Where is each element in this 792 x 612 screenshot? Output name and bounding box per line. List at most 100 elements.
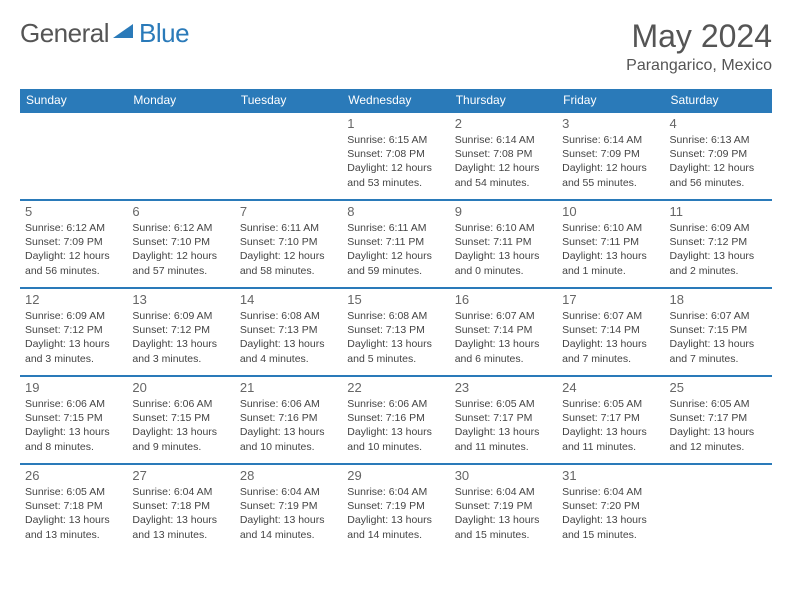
calendar-cell: 11 Sunrise: 6:09 AMSunset: 7:12 PMDayligh… (665, 200, 772, 288)
day-info: Sunrise: 6:09 AMSunset: 7:12 PMDaylight:… (25, 309, 122, 366)
sunrise-text: Sunrise: 6:11 AM (240, 221, 337, 235)
daylight-text: Daylight: 13 hours and 0 minutes. (455, 249, 552, 277)
calendar-cell (20, 112, 127, 200)
day-info: Sunrise: 6:04 AMSunset: 7:19 PMDaylight:… (347, 485, 444, 542)
day-number: 23 (455, 380, 552, 395)
sunset-text: Sunset: 7:15 PM (25, 411, 122, 425)
sunset-text: Sunset: 7:13 PM (240, 323, 337, 337)
daylight-text: Daylight: 13 hours and 8 minutes. (25, 425, 122, 453)
sunrise-text: Sunrise: 6:10 AM (455, 221, 552, 235)
sunset-text: Sunset: 7:18 PM (25, 499, 122, 513)
day-info: Sunrise: 6:04 AMSunset: 7:18 PMDaylight:… (132, 485, 229, 542)
sunset-text: Sunset: 7:19 PM (347, 499, 444, 513)
calendar-row: 12Sunrise: 6:09 AMSunset: 7:12 PMDayligh… (20, 288, 772, 376)
logo-text-general: General (20, 18, 109, 49)
sunrise-text: Sunrise: 6:04 AM (562, 485, 659, 499)
day-info: Sunrise: 6:04 AMSunset: 7:19 PMDaylight:… (455, 485, 552, 542)
daylight-text: Daylight: 12 hours and 59 minutes. (347, 249, 444, 277)
sunrise-text: Sunrise: 6:14 AM (455, 133, 552, 147)
sunrise-text: Sunrise: 6:09 AM (132, 309, 229, 323)
day-info: Sunrise: 6:06 AMSunset: 7:16 PMDaylight:… (240, 397, 337, 454)
calendar-cell: 5Sunrise: 6:12 AMSunset: 7:09 PMDaylight… (20, 200, 127, 288)
calendar-cell: 22 Sunrise: 6:06 AMSunset: 7:16 PMDayligh… (342, 376, 449, 464)
sunrise-text: Sunrise: 6:04 AM (240, 485, 337, 499)
daylight-text: Daylight: 12 hours and 53 minutes. (347, 161, 444, 189)
daylight-text: Daylight: 13 hours and 12 minutes. (670, 425, 767, 453)
sunrise-text: Sunrise: 6:14 AM (562, 133, 659, 147)
sunset-text: Sunset: 7:09 PM (670, 147, 767, 161)
sunrise-text: Sunrise: 6:06 AM (25, 397, 122, 411)
sunrise-text: Sunrise: 6:08 AM (347, 309, 444, 323)
calendar-cell (665, 464, 772, 552)
day-number: 15 (347, 292, 444, 307)
sunrise-text: Sunrise: 6:08 AM (240, 309, 337, 323)
calendar-row: 26Sunrise: 6:05 AMSunset: 7:18 PMDayligh… (20, 464, 772, 552)
day-info: Sunrise: 6:12 AMSunset: 7:10 PMDaylight:… (132, 221, 229, 278)
sunrise-text: Sunrise: 6:07 AM (455, 309, 552, 323)
day-info: Sunrise: 6:07 AMSunset: 7:14 PMDaylight:… (455, 309, 552, 366)
day-number: 14 (240, 292, 337, 307)
sunrise-text: Sunrise: 6:15 AM (347, 133, 444, 147)
daylight-text: Daylight: 13 hours and 13 minutes. (25, 513, 122, 541)
day-info: Sunrise: 6:06 AMSunset: 7:16 PMDaylight:… (347, 397, 444, 454)
location: Parangarico, Mexico (626, 57, 772, 75)
sunset-text: Sunset: 7:17 PM (455, 411, 552, 425)
day-number: 6 (132, 204, 229, 219)
day-number: 29 (347, 468, 444, 483)
sunrise-text: Sunrise: 6:10 AM (562, 221, 659, 235)
daylight-text: Daylight: 13 hours and 15 minutes. (562, 513, 659, 541)
calendar-cell: 25Sunrise: 6:05 AMSunset: 7:17 PMDayligh… (665, 376, 772, 464)
day-header-fri: Friday (557, 89, 664, 112)
day-info: Sunrise: 6:09 AMSunset: 7:12 PMDaylight:… (670, 221, 767, 278)
sunrise-text: Sunrise: 6:05 AM (562, 397, 659, 411)
calendar-cell: 27Sunrise: 6:04 AMSunset: 7:18 PMDayligh… (127, 464, 234, 552)
calendar-cell: 15Sunrise: 6:08 AMSunset: 7:13 PMDayligh… (342, 288, 449, 376)
day-number: 19 (25, 380, 122, 395)
sunset-text: Sunset: 7:10 PM (240, 235, 337, 249)
daylight-text: Daylight: 13 hours and 15 minutes. (455, 513, 552, 541)
day-number: 1 (347, 116, 444, 131)
daylight-text: Daylight: 13 hours and 3 minutes. (132, 337, 229, 365)
day-info: Sunrise: 6:11 AMSunset: 7:10 PMDaylight:… (240, 221, 337, 278)
calendar-row: 5Sunrise: 6:12 AMSunset: 7:09 PMDaylight… (20, 200, 772, 288)
calendar-cell: 18Sunrise: 6:07 AMSunset: 7:15 PMDayligh… (665, 288, 772, 376)
sunset-text: Sunset: 7:12 PM (132, 323, 229, 337)
sunset-text: Sunset: 7:17 PM (562, 411, 659, 425)
day-number: 8 (347, 204, 444, 219)
day-number: 13 (132, 292, 229, 307)
calendar-cell: 17Sunrise: 6:07 AMSunset: 7:14 PMDayligh… (557, 288, 664, 376)
sunset-text: Sunset: 7:12 PM (670, 235, 767, 249)
daylight-text: Daylight: 13 hours and 5 minutes. (347, 337, 444, 365)
calendar-cell: 10Sunrise: 6:10 AMSunset: 7:11 PMDayligh… (557, 200, 664, 288)
calendar-cell: 26Sunrise: 6:05 AMSunset: 7:18 PMDayligh… (20, 464, 127, 552)
day-header-sun: Sunday (20, 89, 127, 112)
sunset-text: Sunset: 7:09 PM (25, 235, 122, 249)
day-number: 11 (670, 204, 767, 219)
sunset-text: Sunset: 7:19 PM (240, 499, 337, 513)
calendar-cell: 31Sunrise: 6:04 AMSunset: 7:20 PMDayligh… (557, 464, 664, 552)
sunrise-text: Sunrise: 6:11 AM (347, 221, 444, 235)
day-number: 3 (562, 116, 659, 131)
sunset-text: Sunset: 7:11 PM (347, 235, 444, 249)
sunrise-text: Sunrise: 6:07 AM (670, 309, 767, 323)
calendar-cell: 2Sunrise: 6:14 AMSunset: 7:08 PMDaylight… (450, 112, 557, 200)
day-number: 7 (240, 204, 337, 219)
sunrise-text: Sunrise: 6:05 AM (670, 397, 767, 411)
calendar-table: Sunday Monday Tuesday Wednesday Thursday… (20, 89, 772, 552)
sunrise-text: Sunrise: 6:05 AM (25, 485, 122, 499)
sunset-text: Sunset: 7:08 PM (347, 147, 444, 161)
sunset-text: Sunset: 7:20 PM (562, 499, 659, 513)
daylight-text: Daylight: 13 hours and 7 minutes. (562, 337, 659, 365)
day-info: Sunrise: 6:12 AMSunset: 7:09 PMDaylight:… (25, 221, 122, 278)
calendar-cell: 30Sunrise: 6:04 AMSunset: 7:19 PMDayligh… (450, 464, 557, 552)
sunrise-text: Sunrise: 6:13 AM (670, 133, 767, 147)
title-block: May 2024 Parangarico, Mexico (626, 18, 772, 75)
calendar-cell: 12Sunrise: 6:09 AMSunset: 7:12 PMDayligh… (20, 288, 127, 376)
day-number: 22 (347, 380, 444, 395)
sunset-text: Sunset: 7:19 PM (455, 499, 552, 513)
sunrise-text: Sunrise: 6:05 AM (455, 397, 552, 411)
calendar-cell: 21Sunrise: 6:06 AMSunset: 7:16 PMDayligh… (235, 376, 342, 464)
sunset-text: Sunset: 7:14 PM (562, 323, 659, 337)
sunset-text: Sunset: 7:16 PM (347, 411, 444, 425)
daylight-text: Daylight: 13 hours and 1 minute. (562, 249, 659, 277)
